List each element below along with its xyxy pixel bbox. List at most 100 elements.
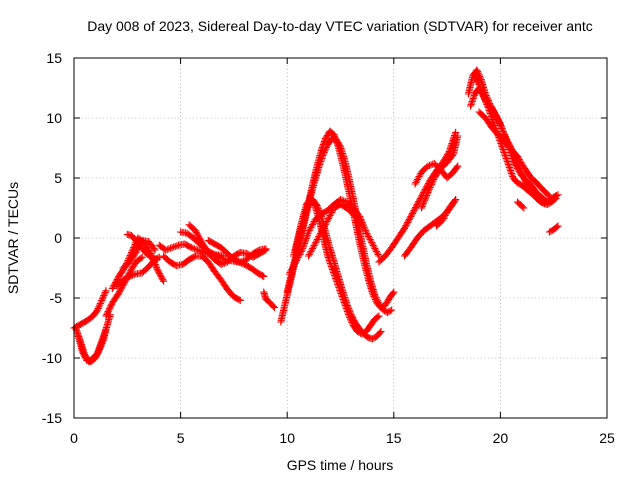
data-point (186, 243, 194, 251)
data-point (231, 293, 239, 302)
y-axis-tick-labels: 15 10 5 0 -5 -10 -15 (42, 50, 62, 426)
data-point (452, 196, 460, 204)
data-point (386, 307, 394, 315)
data-point (349, 314, 357, 322)
data-point (250, 249, 258, 257)
data-point (511, 160, 519, 168)
data-point (154, 254, 162, 262)
data-point (340, 203, 348, 211)
data-point (356, 216, 364, 224)
x-axis-tick-labels: 0 5 10 15 20 25 (70, 430, 615, 446)
data-point (122, 275, 130, 283)
x-tick-label: 10 (279, 430, 295, 446)
data-point (544, 191, 552, 199)
data-point (80, 318, 88, 326)
data-point (354, 215, 362, 223)
data-point (188, 254, 196, 262)
data-point (338, 201, 346, 209)
data-point (232, 294, 241, 302)
data-point (243, 250, 251, 258)
data-point (390, 288, 398, 296)
y-tick-label: 0 (54, 230, 62, 246)
data-point (519, 203, 527, 211)
data-point (511, 159, 519, 167)
data-point (554, 222, 562, 230)
y-tick-label: -10 (42, 350, 62, 366)
x-tick-label: 15 (386, 430, 402, 446)
data-point (375, 312, 383, 320)
data-point (253, 269, 261, 277)
data-point (454, 162, 462, 170)
x-axis-label: GPS time / hours (287, 457, 394, 473)
data-point (551, 195, 559, 203)
data-point (552, 194, 560, 202)
chart-title: Day 008 of 2023, Sidereal Day-to-day VTE… (87, 18, 593, 34)
data-point (375, 252, 383, 260)
data-point (253, 247, 261, 255)
data-point (208, 239, 216, 247)
data-point (206, 237, 214, 245)
data-point (270, 304, 278, 312)
data-point (204, 236, 212, 244)
data-point (471, 72, 479, 80)
data-point (260, 272, 268, 280)
data-point (474, 79, 482, 87)
data-point (150, 245, 158, 253)
y-axis-label: SDTVAR / TECUs (5, 182, 21, 294)
data-point (76, 320, 84, 328)
data-point (249, 250, 257, 258)
x-tick-label: 25 (599, 430, 615, 446)
data-point (120, 275, 128, 283)
data-point (451, 197, 459, 205)
data-point (232, 251, 241, 259)
data-point (234, 295, 242, 303)
data-point (255, 269, 263, 278)
data-point (496, 119, 504, 127)
data-point (167, 259, 175, 267)
data-point (349, 315, 357, 323)
x-tick-label: 0 (70, 430, 78, 446)
x-tick-label: 5 (177, 430, 185, 446)
y-tick-label: -15 (42, 410, 62, 426)
data-point (186, 255, 194, 263)
data-point (256, 270, 264, 278)
data-point (209, 239, 217, 247)
data-point (474, 78, 482, 86)
data-point (234, 250, 242, 258)
data-point (494, 116, 502, 124)
data-point (181, 240, 189, 248)
data-point (123, 274, 131, 282)
y-tick-label: -5 (50, 290, 63, 306)
data-point (151, 246, 159, 254)
data-point (472, 75, 480, 83)
y-tick-label: 5 (54, 170, 62, 186)
grid-lines (74, 58, 607, 418)
data-point (119, 276, 127, 284)
data-point (492, 112, 500, 120)
y-tick-label: 15 (46, 50, 62, 66)
data-point (124, 273, 132, 281)
data-point (473, 76, 481, 84)
data-point (254, 247, 262, 255)
data-point (258, 272, 267, 280)
data-point (212, 241, 220, 249)
data-point (510, 157, 518, 165)
data-point (339, 202, 347, 210)
data-point (236, 296, 244, 304)
data-point (374, 313, 382, 321)
data-point (170, 260, 178, 268)
axis-ticks (73, 57, 608, 419)
data-point (242, 261, 250, 269)
data-point (252, 248, 260, 256)
data-point (78, 320, 86, 328)
data-point (452, 128, 460, 136)
data-point (376, 329, 384, 337)
data-point (262, 245, 270, 253)
data-point (333, 203, 341, 211)
data-point (138, 253, 146, 261)
data-point (454, 132, 462, 140)
data-point (257, 271, 265, 279)
data-point (185, 242, 193, 250)
data-point (512, 162, 520, 170)
data-point (159, 277, 168, 285)
